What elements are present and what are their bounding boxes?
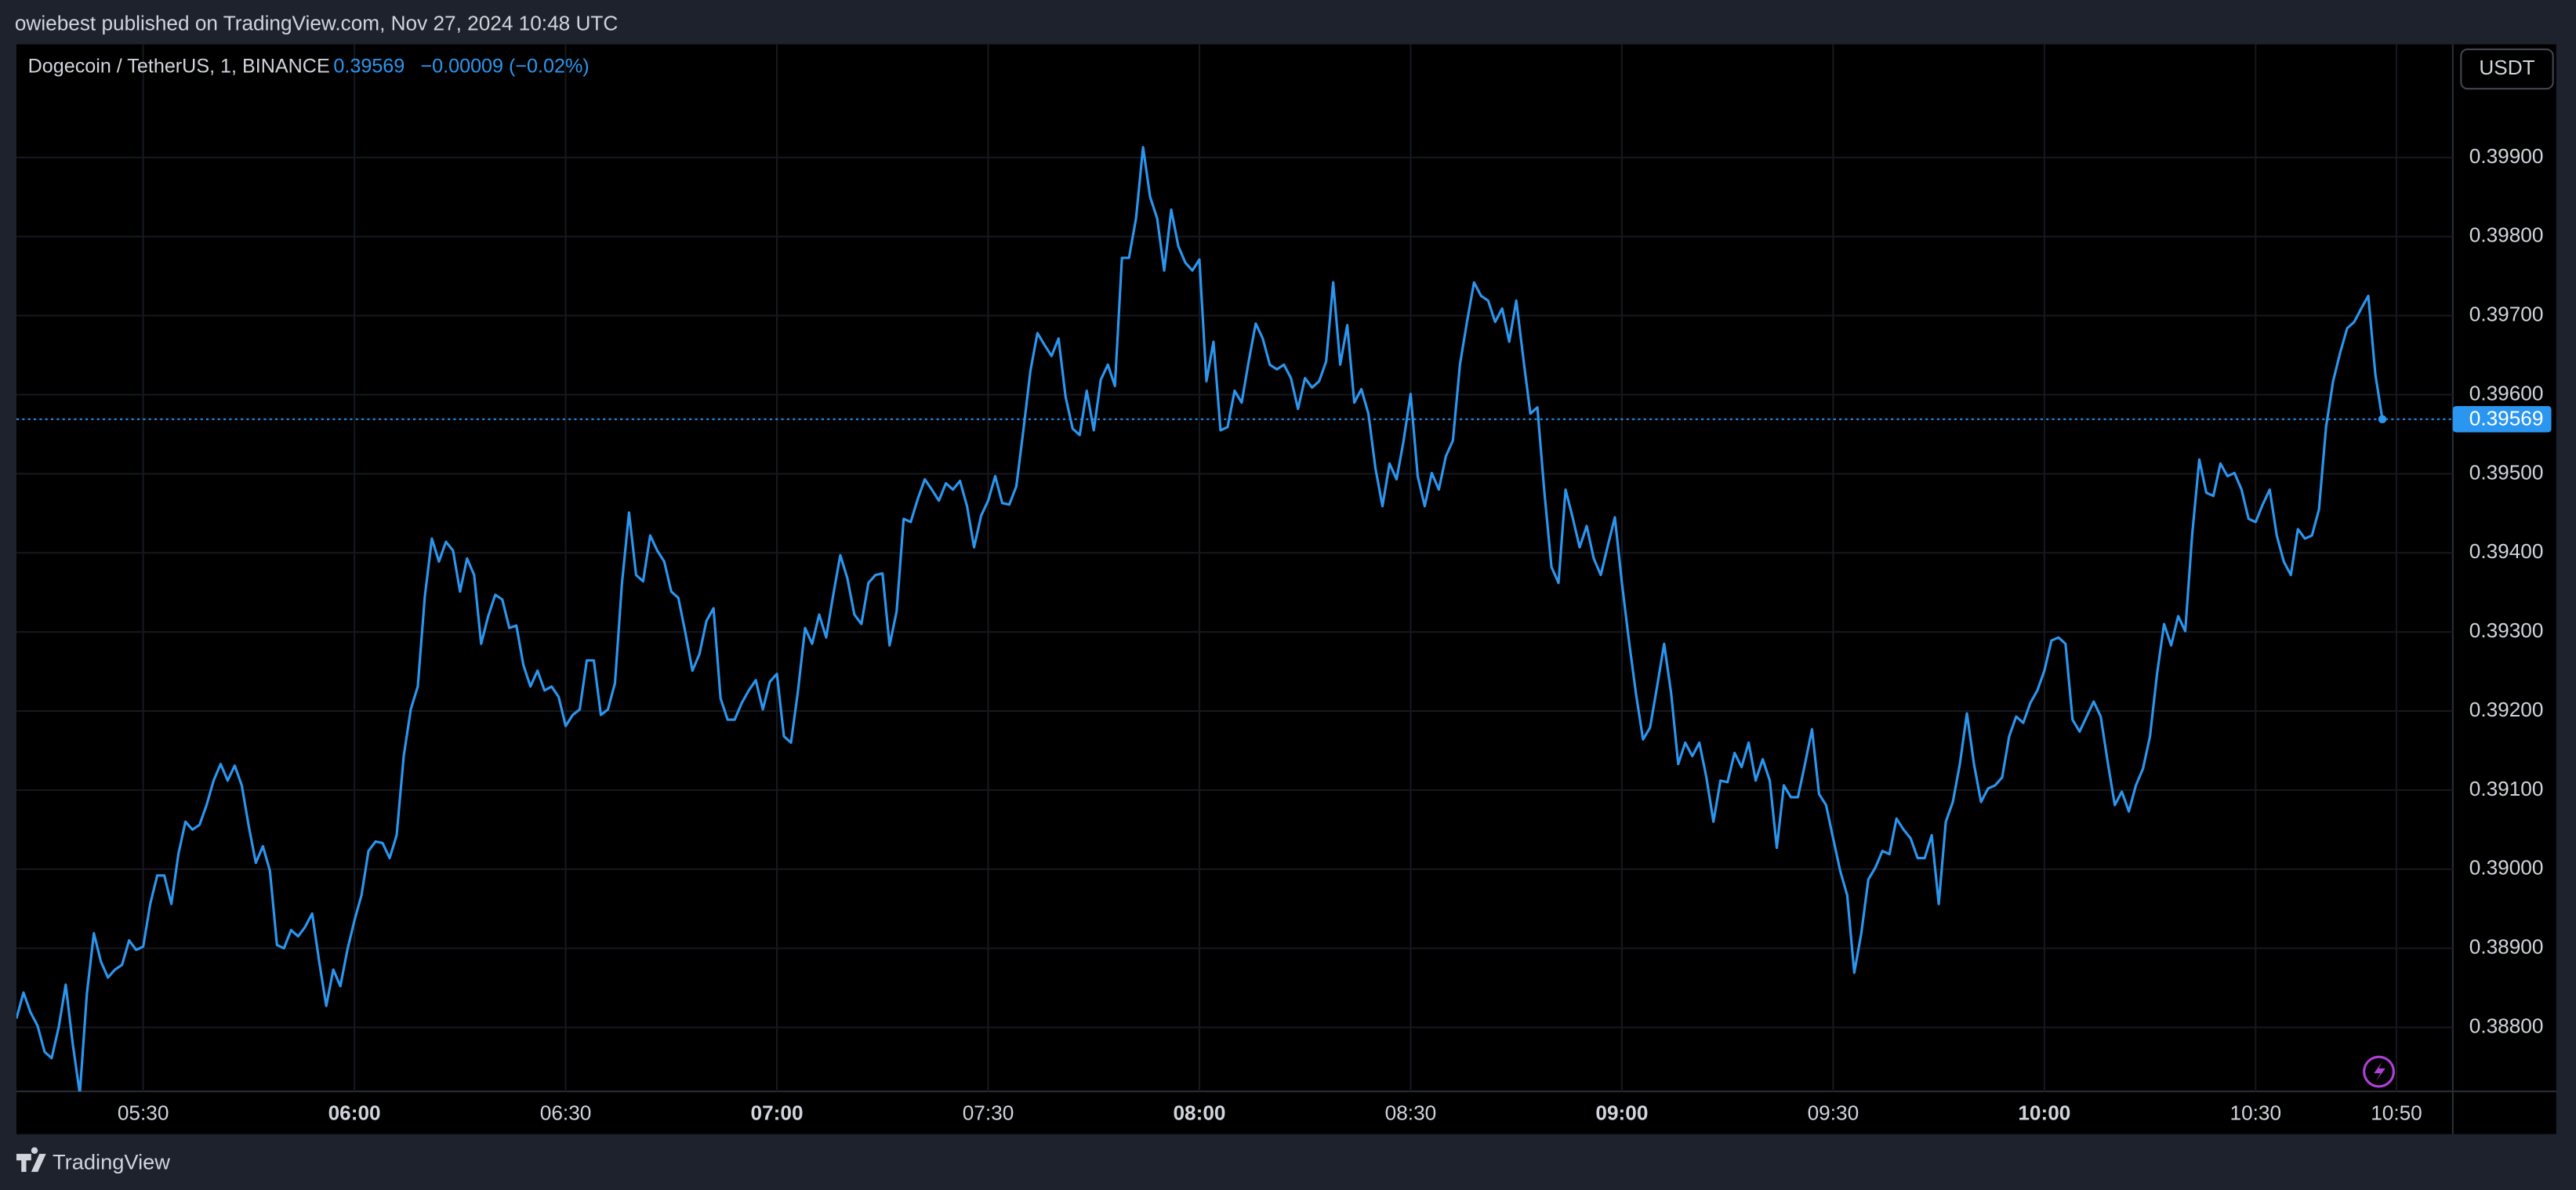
y-tick-label: 0.38900 — [2469, 935, 2544, 959]
x-tick-label: 09:30 — [1808, 1101, 1859, 1124]
x-tick-label: 05:30 — [118, 1101, 169, 1124]
y-tick-label: 0.39000 — [2469, 856, 2544, 880]
plot — [16, 146, 2453, 1092]
x-tick-label: 07:00 — [751, 1101, 804, 1124]
y-tick-label: 0.39200 — [2469, 698, 2544, 721]
x-tick-label: 09:00 — [1595, 1101, 1648, 1124]
lightning-bolt — [2374, 1061, 2386, 1082]
y-tick-label: 0.39900 — [2469, 144, 2544, 168]
x-tick-label: 10:00 — [2018, 1101, 2070, 1124]
last-price-badge — [2452, 405, 2552, 433]
x-tick-label: 08:30 — [1385, 1101, 1437, 1124]
x-tick-label: 10:30 — [2230, 1101, 2282, 1124]
legend-change: −0.00009 (−0.02%) — [420, 56, 589, 78]
y-tick-label: 0.39500 — [2469, 460, 2544, 484]
x-tick-label: 06:00 — [328, 1101, 381, 1124]
last-price-label: 0.39569 — [2469, 407, 2544, 430]
y-tick-label: 0.38800 — [2469, 1014, 2544, 1037]
y-tick-label: 0.39300 — [2469, 619, 2544, 642]
x-tick-label: 10:50 — [2371, 1101, 2422, 1124]
legend-price: 0.39569 — [333, 56, 405, 78]
last-point — [2378, 415, 2387, 424]
x-tick-label: 08:00 — [1173, 1101, 1225, 1124]
y-tick-label: 0.39700 — [2469, 303, 2544, 326]
x-tick-label: 07:30 — [963, 1101, 1014, 1124]
publish-info: owiebest published on TradingView.com, N… — [15, 11, 618, 34]
currency-label[interactable]: USDT — [2479, 56, 2534, 79]
y-tick-label: 0.39100 — [2469, 777, 2544, 800]
chart-panel — [16, 44, 2556, 1134]
currency-button[interactable] — [2460, 48, 2554, 90]
y-tick-label: 0.39800 — [2469, 223, 2544, 247]
y-tick-label: 0.39400 — [2469, 539, 2544, 563]
x-tick-label: 06:30 — [540, 1101, 592, 1124]
brand-name[interactable]: TradingView — [53, 1150, 170, 1174]
lightning-icon[interactable] — [2363, 1055, 2395, 1088]
axes: 0.38800 0.38900 0.39000 0.39100 0.39200 0.393… — [118, 144, 2552, 1124]
symbol-title[interactable]: Dogecoin / TetherUS, 1, BINANCE — [28, 56, 330, 78]
y-tick-label: 0.39600 — [2469, 381, 2544, 405]
price-line — [16, 146, 2384, 1092]
